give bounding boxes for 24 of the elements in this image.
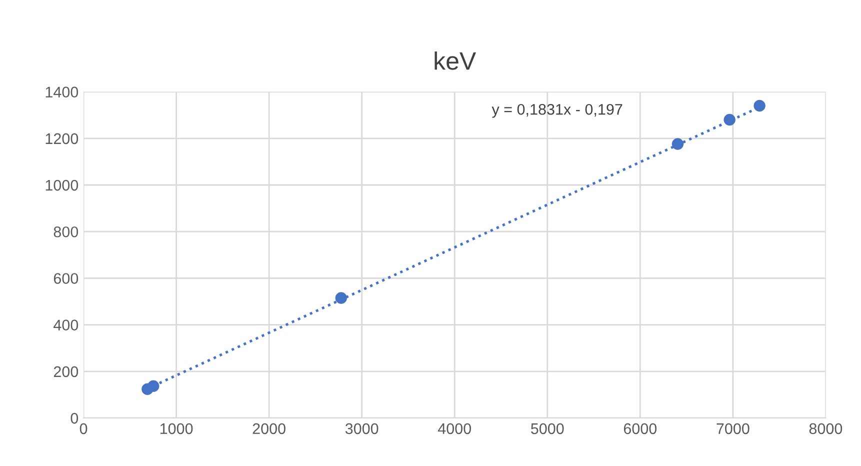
x-tick-label: 5000 [531, 423, 564, 434]
y-tick-label: 800 [54, 226, 78, 238]
y-tick-label: 1400 [46, 86, 78, 98]
annotation: y = 0,1831x - 0,197 [492, 104, 622, 118]
x-tick-label: 7000 [716, 423, 750, 434]
point [754, 100, 766, 112]
x-tick-label: 1000 [160, 423, 193, 434]
x-tick-label: 3000 [345, 423, 378, 434]
y-tick-label: 200 [54, 366, 78, 378]
point [672, 138, 684, 150]
x-tick-label: 2000 [252, 423, 286, 434]
point [148, 380, 160, 392]
y-tick-label: 0 [70, 412, 78, 424]
point [335, 292, 347, 304]
y-tick-label: 400 [54, 320, 78, 330]
y-tick-label: 1200 [46, 133, 78, 144]
point [724, 114, 736, 126]
x-tick-label: 6000 [624, 423, 657, 434]
y-tick-label: 600 [54, 273, 78, 284]
x-tick-label: 4000 [438, 423, 472, 434]
y-tick-label: 1000 [46, 180, 78, 191]
chart-title: keV [434, 51, 476, 70]
x-tick-label: 8000 [809, 423, 842, 434]
x-tick-label: 0 [80, 423, 88, 434]
